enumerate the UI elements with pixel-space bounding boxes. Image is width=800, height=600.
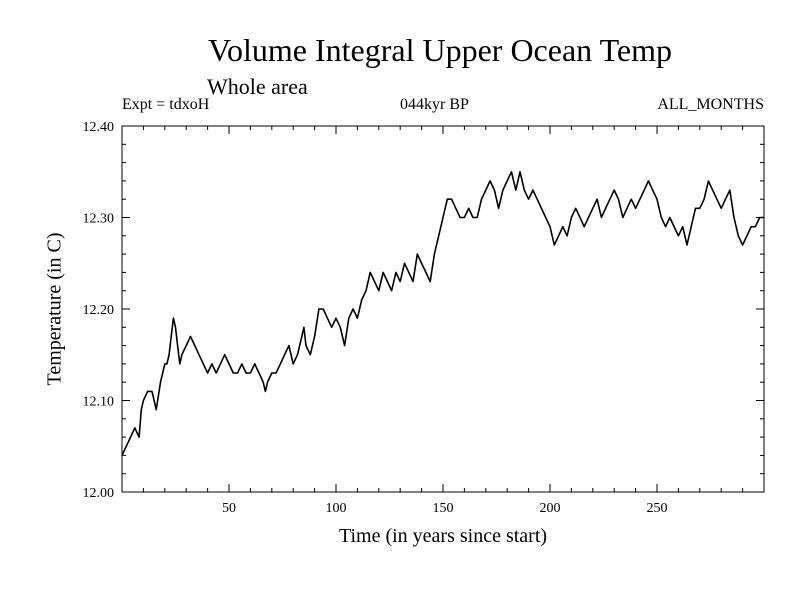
x-axis-label: Time (in years since start) xyxy=(338,525,548,547)
axis-tick-labels: 50 100 150 200 250 12.00 12.10 12.20 12.30 12.40 xyxy=(83,120,668,516)
axis-ticks xyxy=(122,126,764,492)
y-tick-label: 12.00 xyxy=(83,486,115,501)
x-tick-label: 150 xyxy=(433,501,454,516)
experiment-label: Expt = tdxoH xyxy=(122,96,210,113)
period-label: 044kyr BP xyxy=(400,96,469,113)
y-tick-label: 12.30 xyxy=(83,212,115,227)
x-tick-label: 100 xyxy=(326,501,347,516)
temperature-series-line xyxy=(121,171,764,456)
months-label: ALL_MONTHS xyxy=(657,96,764,113)
y-tick-label: 12.20 xyxy=(83,303,115,318)
y-tick-label: 12.40 xyxy=(83,120,115,135)
x-tick-label: 50 xyxy=(222,501,236,516)
y-tick-label: 12.10 xyxy=(83,395,115,410)
chart-subtitle: Whole area xyxy=(207,74,308,99)
x-tick-label: 200 xyxy=(540,501,561,516)
plot-frame xyxy=(121,125,765,493)
x-tick-label: 250 xyxy=(647,501,668,516)
chart-title: Volume Integral Upper Ocean Temp xyxy=(208,32,672,68)
